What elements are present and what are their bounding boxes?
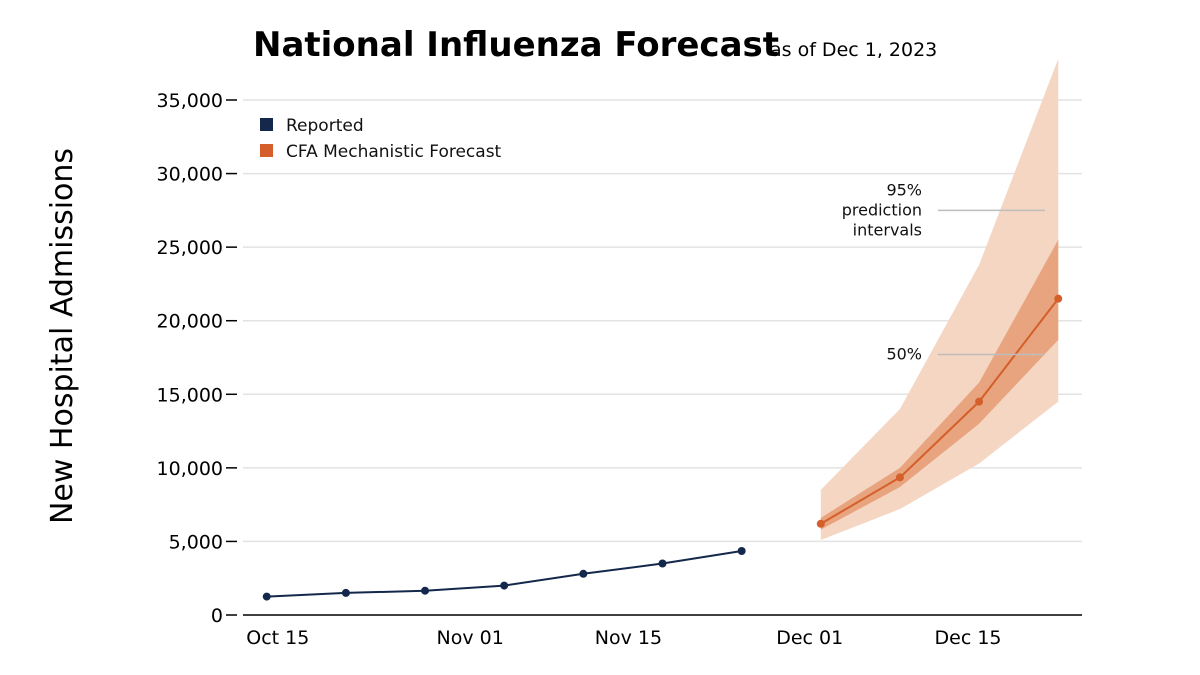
gridlines — [243, 99, 1082, 543]
y-tick-label: 5,000 — [169, 531, 223, 553]
band-95 — [820, 58, 1059, 540]
annotations: 95% prediction intervals 50% — [842, 180, 1045, 364]
legend-swatch-reported — [260, 118, 273, 131]
y-axis-label: New Hospital Admissions — [45, 148, 80, 524]
point-forecast — [816, 519, 825, 528]
annotation-line: intervals — [853, 220, 922, 239]
annotation-line: 95% — [886, 180, 922, 199]
x-tick-label: Dec 15 — [935, 627, 1002, 649]
point-reported — [658, 559, 667, 568]
legend: Reported CFA Mechanistic Forecast — [260, 116, 502, 162]
prediction-bands — [820, 58, 1059, 540]
point-reported — [421, 586, 430, 595]
legend-label-forecast: CFA Mechanistic Forecast — [286, 142, 502, 162]
point-reported — [579, 569, 588, 578]
y-tick-label: 15,000 — [157, 384, 223, 406]
series-line-forecast — [820, 298, 1060, 525]
legend-swatch-forecast — [260, 144, 273, 157]
axes: 0 5,000 10,000 15,000 20,000 25,000 30,000 35,0… — [157, 90, 1082, 649]
x-tick-label: Nov 15 — [595, 627, 662, 649]
y-tick-label: 35,000 — [157, 90, 223, 112]
point-reported — [341, 588, 350, 597]
annotation-95: 95% prediction intervals — [842, 180, 922, 239]
y-tick-label: 20,000 — [157, 311, 223, 333]
chart-subtitle: as of Dec 1, 2023 — [770, 39, 937, 61]
y-tick-label: 30,000 — [157, 164, 223, 186]
point-forecast — [975, 397, 984, 406]
chart-title: National Influenza Forecast — [253, 25, 779, 65]
point-reported — [737, 546, 746, 555]
y-tick-label: 25,000 — [157, 237, 223, 259]
y-tick-label: 10,000 — [157, 458, 223, 480]
series-line-reported — [266, 550, 742, 598]
x-tick-label: Oct 15 — [246, 627, 309, 649]
series-layer — [262, 294, 1063, 601]
annotation-50: 50% — [886, 345, 922, 364]
x-tick-label: Nov 01 — [437, 627, 504, 649]
point-forecast — [1054, 294, 1063, 303]
x-tick-label: Dec 01 — [776, 627, 843, 649]
band-50 — [820, 239, 1059, 530]
point-reported — [262, 592, 271, 601]
annotation-line: 50% — [886, 345, 922, 364]
point-reported — [500, 581, 509, 590]
y-tick-label: 0 — [211, 605, 223, 627]
legend-label-reported: Reported — [286, 116, 364, 136]
point-forecast — [895, 473, 904, 482]
annotation-line: prediction — [842, 200, 922, 219]
